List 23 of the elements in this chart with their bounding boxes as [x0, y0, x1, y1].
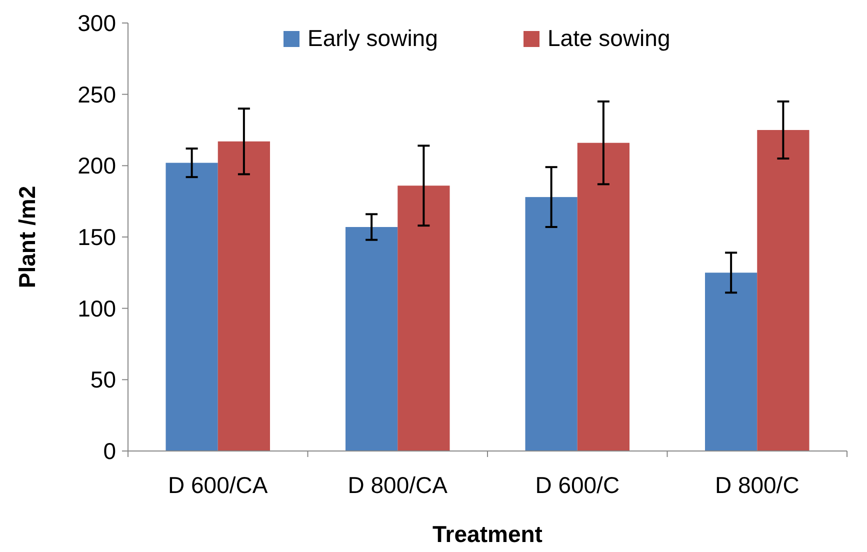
- y-tick-label: 300: [78, 10, 116, 36]
- bar: [166, 162, 218, 451]
- legend-label: Early sowing: [308, 25, 438, 51]
- legend-label: Late sowing: [548, 25, 670, 51]
- x-axis-title: Treatment: [432, 521, 543, 547]
- y-tick-label: 0: [103, 438, 116, 464]
- bar: [525, 197, 578, 451]
- y-tick-label: 100: [78, 295, 116, 322]
- bar: [345, 227, 398, 451]
- x-tick-label: D 600/C: [535, 472, 620, 498]
- bar: [577, 142, 630, 451]
- y-tick-label: 50: [90, 366, 116, 393]
- y-tick-label: 150: [78, 224, 116, 250]
- x-tick-label: D 800/CA: [348, 472, 448, 498]
- bar: [757, 130, 810, 451]
- y-tick-label: 250: [78, 81, 116, 108]
- x-tick-label: D 800/C: [714, 472, 800, 498]
- bar: [218, 141, 270, 451]
- y-tick-label: 200: [78, 152, 116, 179]
- y-axis-title: Plant /m2: [14, 186, 40, 288]
- bar: [704, 272, 758, 451]
- bar: [398, 186, 450, 451]
- x-tick-label: D 600/CA: [168, 472, 268, 498]
